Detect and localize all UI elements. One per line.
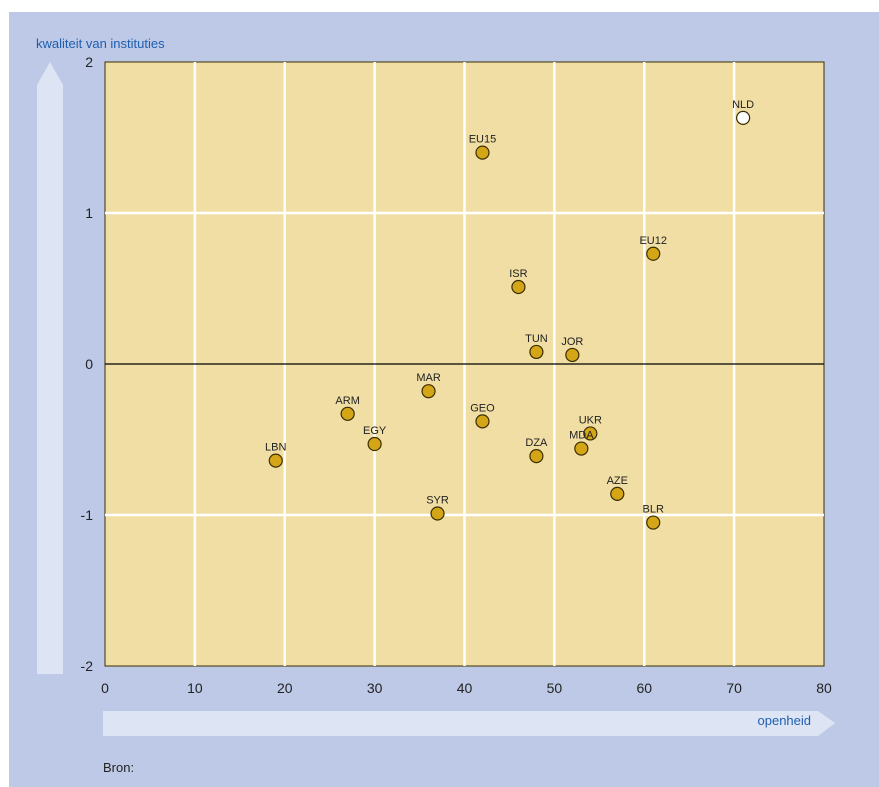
point-label-syr: SYR [426,494,449,506]
point-label-mar: MAR [416,372,441,384]
data-point-dza [529,449,544,464]
x-tick-label: 0 [101,680,109,696]
x-axis-arrow [103,711,835,736]
point-label-dza: DZA [525,437,548,449]
y-tick-label: -2 [81,658,94,674]
y-tick-label: 1 [85,205,93,221]
point-label-eu12: EU12 [639,235,667,247]
data-point-mda [574,441,589,456]
y-tick-label: 0 [85,356,93,372]
x-tick-label: 70 [726,680,742,696]
point-label-isr: ISR [509,268,527,280]
point-label-blr: BLR [643,504,664,516]
point-label-eu15: EU15 [469,134,497,146]
y-tick-label: 2 [85,54,93,70]
point-label-tun: TUN [525,333,548,345]
data-point-ukr [583,426,598,441]
data-point-nld [736,110,751,125]
data-point-geo [475,414,490,429]
point-label-jor: JOR [561,336,583,348]
point-label-ukr: UKR [579,414,602,426]
data-point-mar [421,384,436,399]
data-point-blr [646,515,661,530]
x-axis-label: openheid [757,713,812,728]
data-point-egy [367,436,382,452]
x-tick-label: 10 [187,680,203,696]
y-axis-label: kwaliteit van instituties [36,36,165,51]
point-label-egy: EGY [363,425,387,437]
y-axis-arrow [37,62,63,674]
data-point-isr [511,279,526,295]
data-points: NLD EU15 EU12 ISR TUN JOR MAR ARM GEO UKR EGY MDA DZ… [265,99,754,530]
point-label-lbn: LBN [265,442,286,454]
data-point-eu12 [646,246,661,261]
point-label-arm: ARM [335,395,359,407]
x-tick-label: 80 [816,680,832,696]
y-tick-label: -1 [81,507,94,523]
source-label: Bron: [103,760,135,775]
data-point-eu15 [475,145,490,160]
data-point-arm [340,406,355,421]
data-point-tun [529,344,544,360]
point-label-mda: MDA [569,430,594,442]
data-point-aze [610,486,625,501]
point-label-nld: NLD [732,99,754,111]
data-point-jor [565,347,580,363]
point-label-aze: AZE [607,475,628,487]
x-tick-label: 50 [547,680,563,696]
x-tick-label: 30 [367,680,383,696]
x-tick-label: 40 [457,680,473,696]
x-tick-label: 60 [636,680,652,696]
data-point-lbn [268,453,283,468]
x-tick-label: 20 [277,680,293,696]
data-point-syr [430,506,445,521]
point-label-geo: GEO [470,402,495,414]
